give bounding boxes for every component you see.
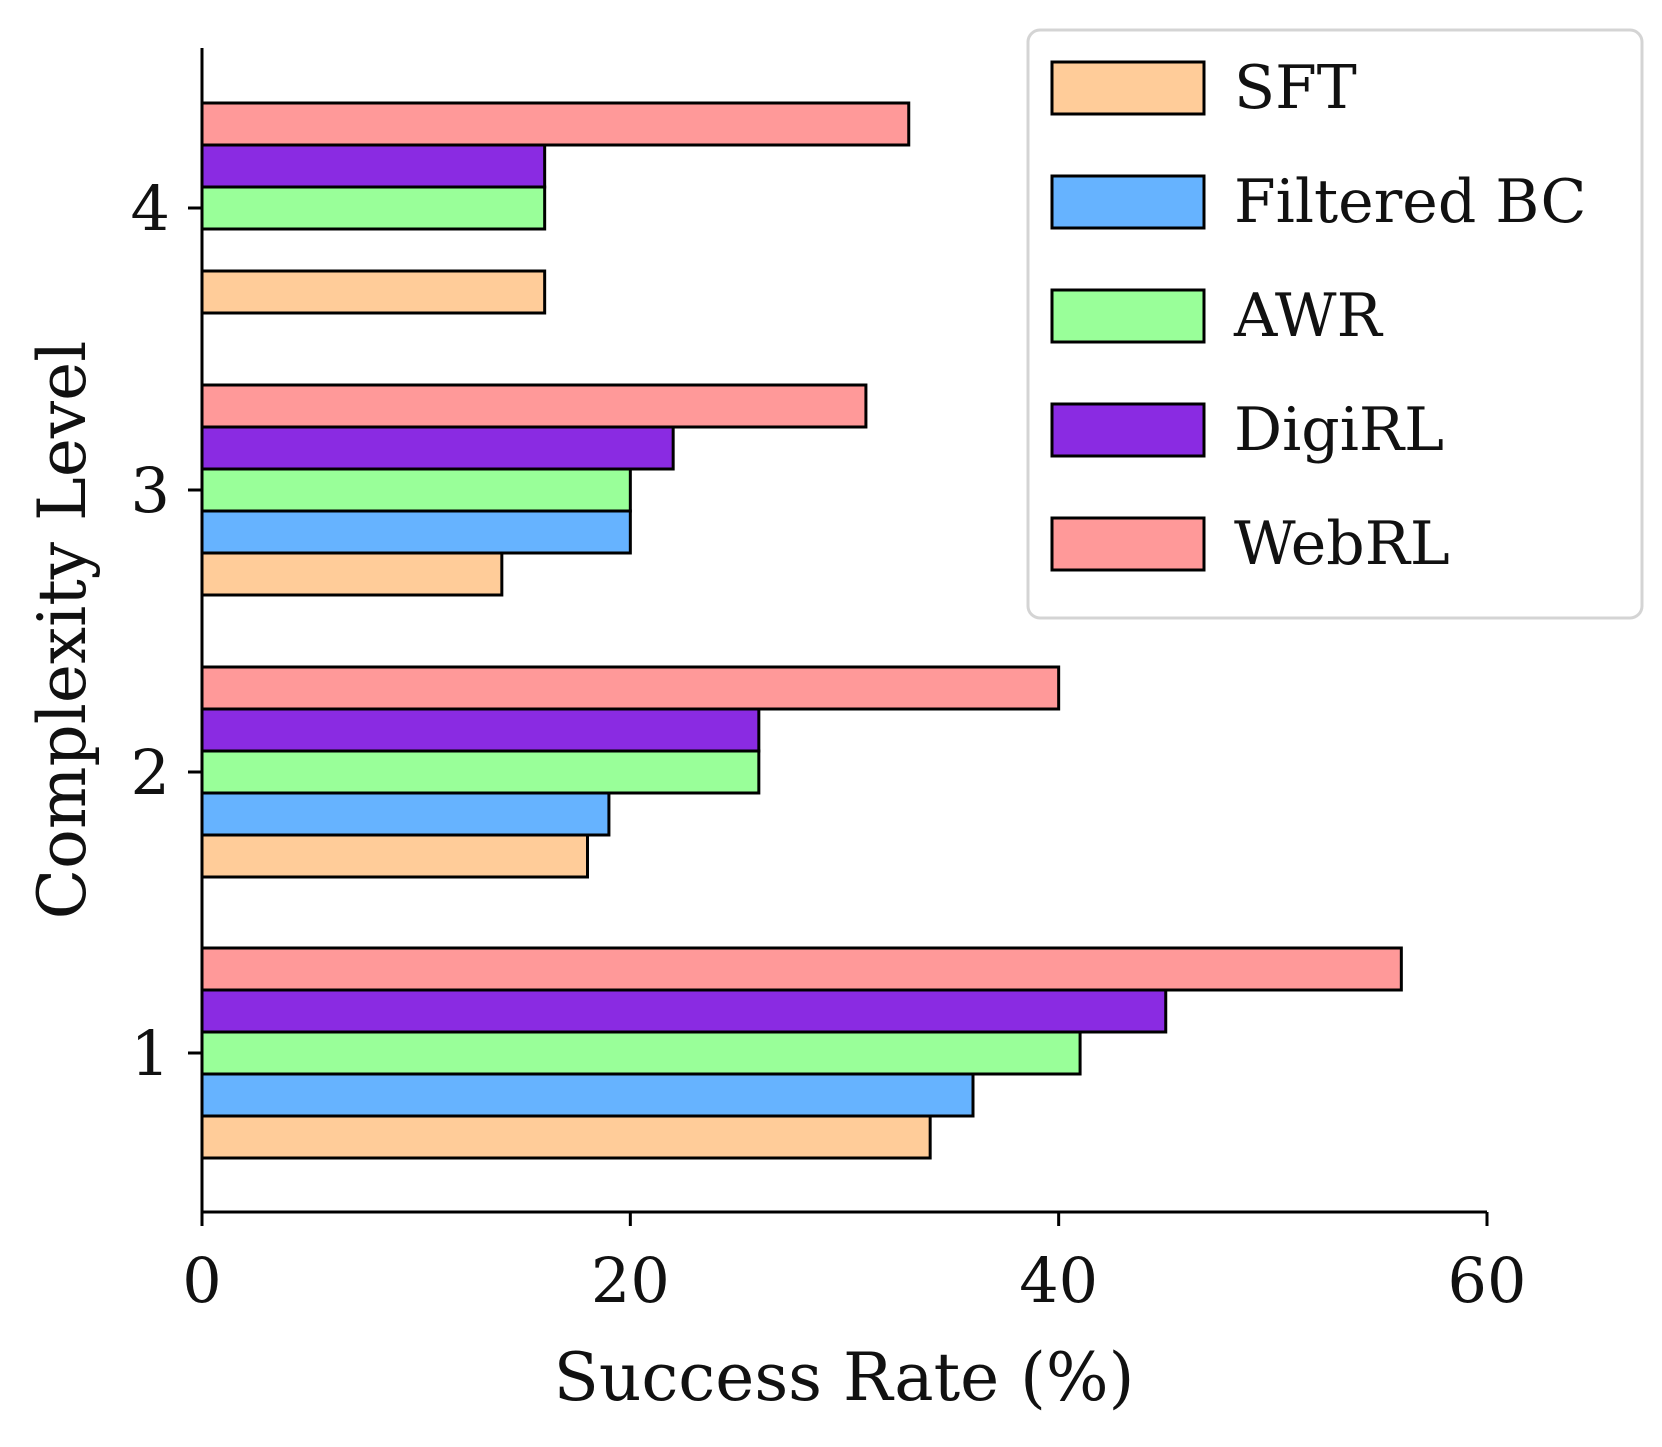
bar-sft-level-4 <box>200 269 547 315</box>
bar-awr-level-3 <box>200 467 632 513</box>
bar-digirl-level-3 <box>200 425 675 471</box>
y-tick-label: 3 <box>131 454 170 527</box>
legend-swatch-webrl <box>1050 516 1206 572</box>
bar-webrl-level-3 <box>200 383 868 429</box>
y-tick-label: 2 <box>131 736 170 809</box>
bar-awr-level-1 <box>200 1030 1082 1076</box>
legend-label-awr: AWR <box>1233 281 1384 351</box>
legend-swatch-sft <box>1050 60 1206 116</box>
bar-awr-level-2 <box>200 749 761 795</box>
bar-sft-level-3 <box>200 551 504 597</box>
bar-webrl-level-4 <box>200 101 911 147</box>
x-ticks-group: 0 20 40 60 <box>182 1212 1526 1317</box>
bar-digirl-level-2 <box>200 707 761 753</box>
bar-sft-level-2 <box>200 833 589 879</box>
legend-label-webrl: WebRL <box>1234 509 1450 579</box>
y-tick-label: 4 <box>131 172 170 245</box>
bar-filtered-bc-level-3 <box>200 509 632 555</box>
bar-filtered-bc-level-1 <box>200 1072 975 1118</box>
x-tick-label: 40 <box>1019 1244 1098 1317</box>
bar-webrl-level-2 <box>200 665 1061 711</box>
y-axis-title: Complexity Level <box>24 341 101 920</box>
x-tick-label: 60 <box>1448 1244 1527 1317</box>
bar-digirl-level-1 <box>200 988 1168 1034</box>
y-ticks-group: 1 2 3 4 <box>131 172 202 1090</box>
legend-label-sft: SFT <box>1234 53 1357 123</box>
legend-swatch-filtered-bc <box>1050 174 1206 230</box>
legend-swatch-digirl <box>1050 402 1206 458</box>
bar-digirl-level-4 <box>200 143 547 189</box>
x-tick-label: 20 <box>591 1244 670 1317</box>
legend: SFT Filtered BC AWR DigiRL WebRL <box>1026 28 1644 620</box>
bars-group <box>200 101 1403 1160</box>
x-tick-label: 0 <box>182 1244 221 1317</box>
bar-filtered-bc-level-2 <box>200 791 611 837</box>
bar-sft-level-1 <box>200 1114 932 1160</box>
bar-webrl-level-1 <box>200 946 1403 992</box>
legend-label-filtered-bc: Filtered BC <box>1234 167 1586 237</box>
y-tick-label: 1 <box>131 1017 170 1090</box>
legend-swatch-awr <box>1050 288 1206 344</box>
bar-awr-level-4 <box>200 185 547 231</box>
legend-label-digirl: DigiRL <box>1234 395 1444 465</box>
x-axis-title: Success Rate (%) <box>554 1339 1135 1416</box>
